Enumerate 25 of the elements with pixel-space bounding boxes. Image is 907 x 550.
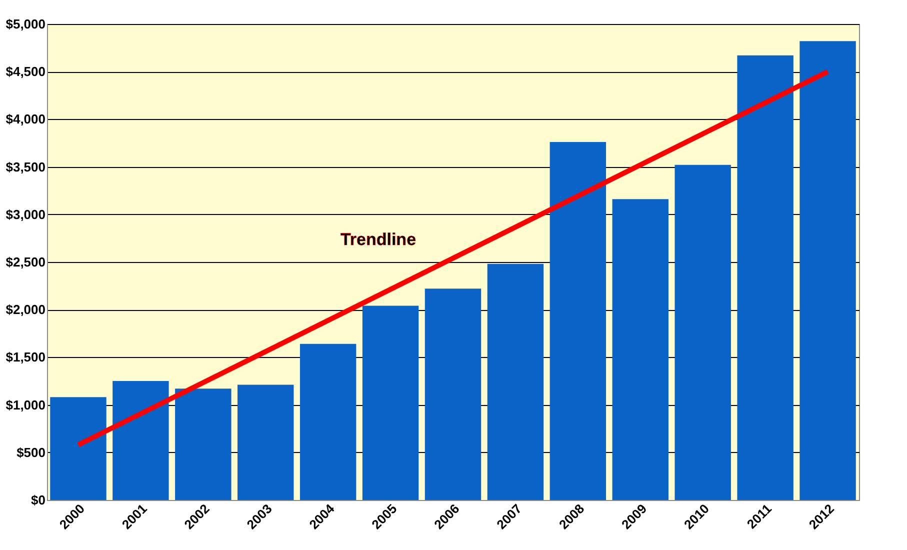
- y-tick-label: $2,000: [6, 302, 46, 318]
- bar: [112, 381, 169, 500]
- y-tick-label: $0: [31, 492, 46, 508]
- y-tick-label: $1,500: [6, 350, 46, 365]
- bar: [300, 344, 356, 500]
- bar: [424, 288, 482, 500]
- bar: [550, 142, 606, 500]
- bar: [362, 306, 419, 500]
- y-tick-label: $3,500: [6, 159, 46, 174]
- bar: [612, 199, 668, 500]
- bar: [737, 55, 794, 500]
- bar: [50, 397, 106, 500]
- bar: [238, 384, 294, 500]
- y-tick-label: $4,500: [6, 64, 46, 80]
- y-tick-label: $500: [16, 444, 46, 460]
- y-tick-label: $5,000: [6, 16, 46, 32]
- bar: [674, 164, 731, 500]
- y-tick-label: $3,000: [6, 206, 46, 222]
- y-tick-label: $2,500: [6, 254, 46, 270]
- y-tick-label: $1,000: [6, 397, 46, 412]
- bar: [487, 264, 544, 500]
- bar: [800, 41, 856, 500]
- y-tick-label: $4,000: [6, 112, 46, 127]
- bar: [175, 388, 232, 500]
- series-label: Trendline: [340, 230, 416, 249]
